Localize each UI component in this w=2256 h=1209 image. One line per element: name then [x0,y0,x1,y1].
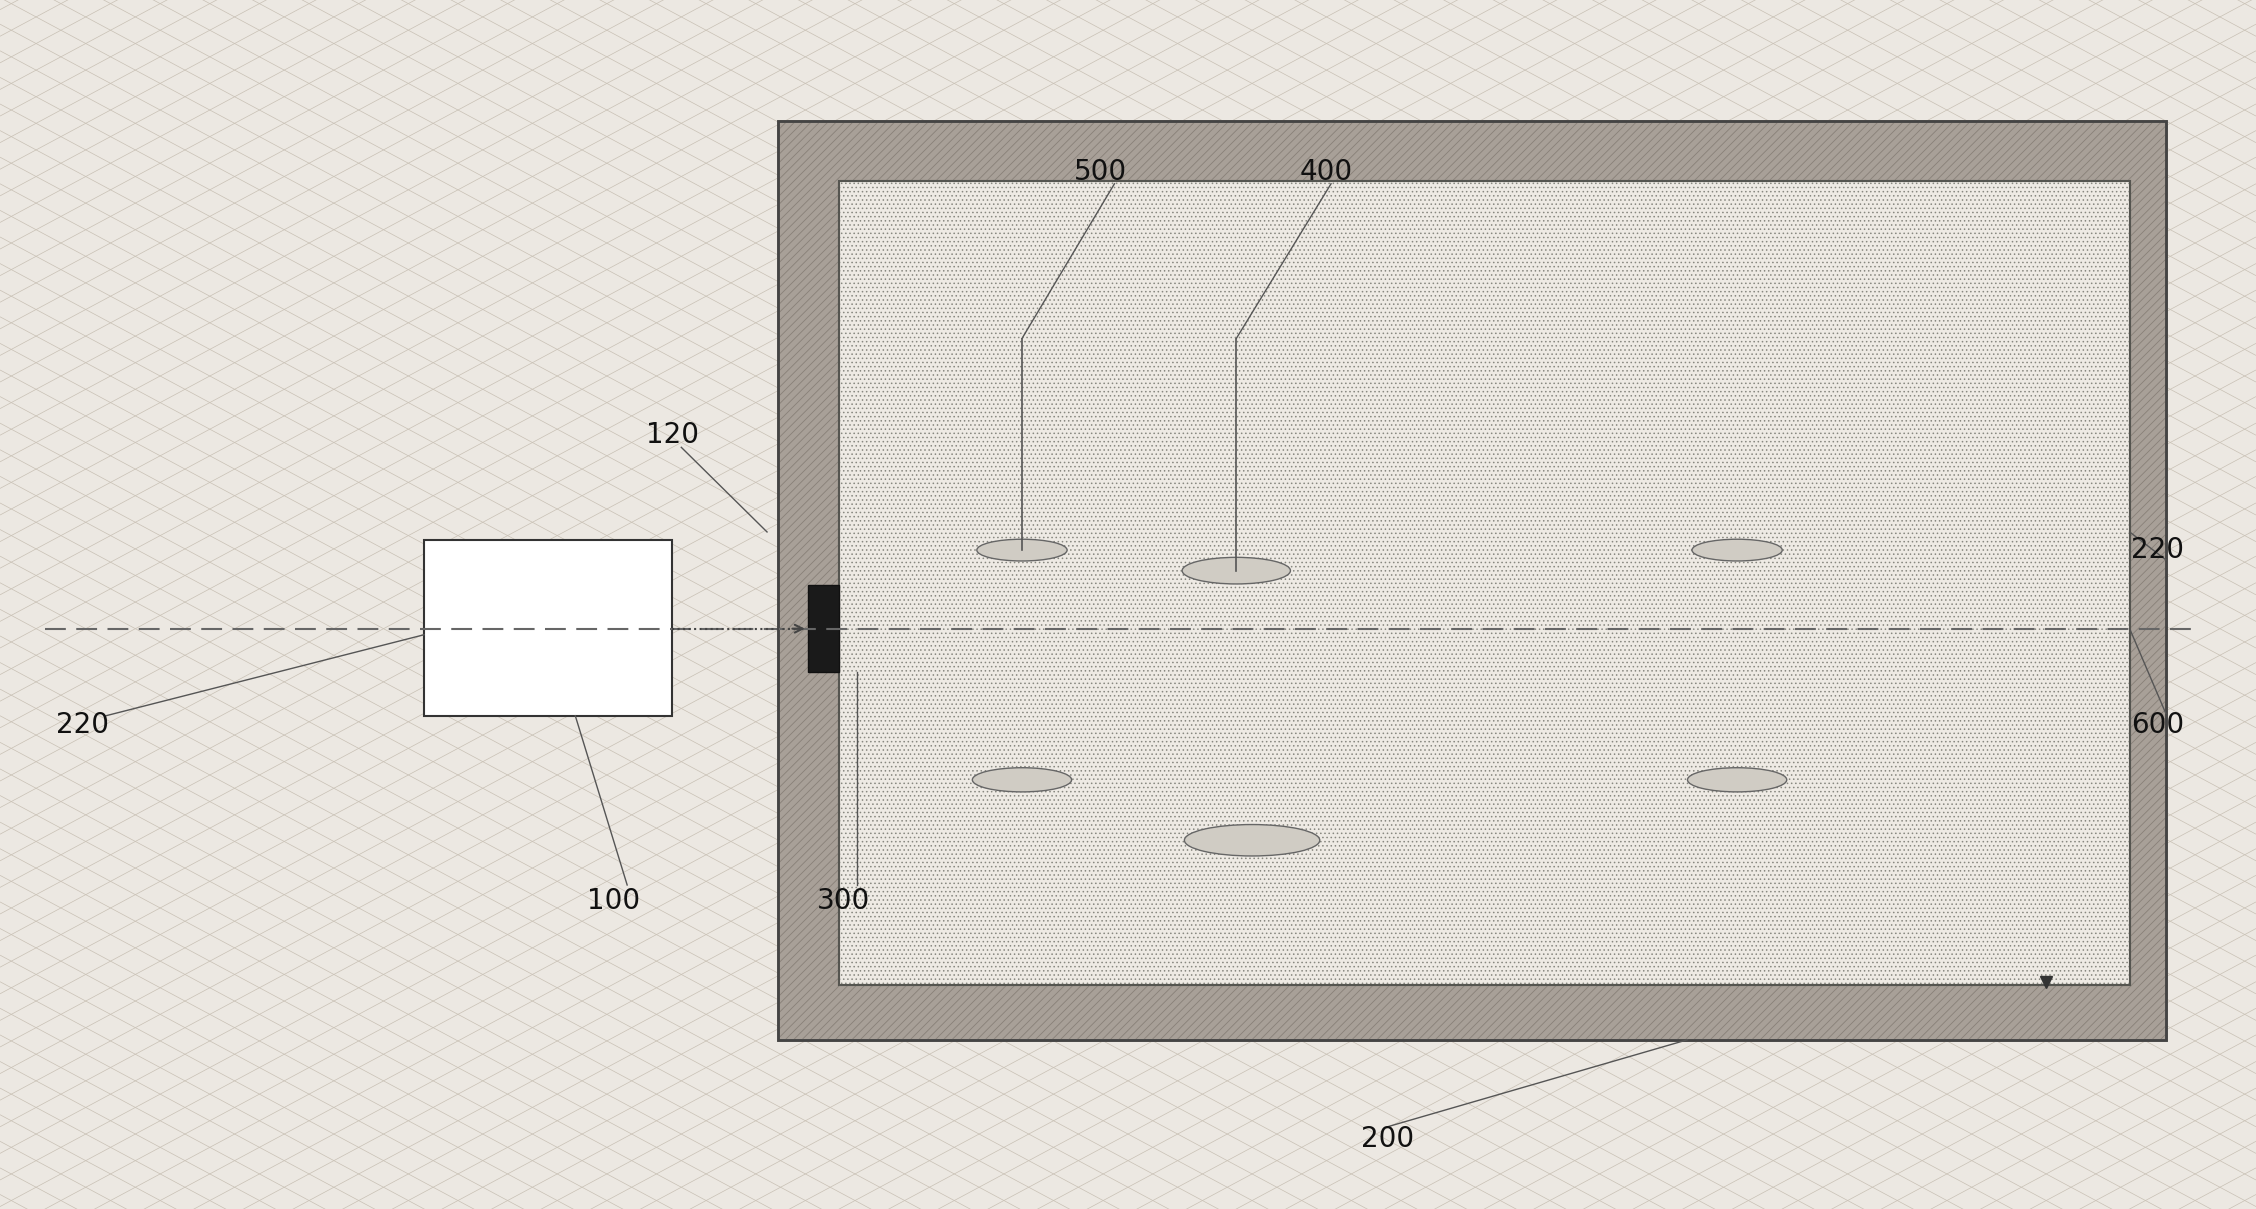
Bar [778,121,2166,1040]
Text: 220: 220 [56,711,108,740]
Ellipse shape [1687,768,1787,792]
Bar [424,540,672,716]
Ellipse shape [1182,557,1290,584]
Text: 600: 600 [2130,711,2184,740]
Text: 120: 120 [645,421,699,450]
Ellipse shape [977,539,1067,561]
Text: 400: 400 [1299,157,1354,186]
Text: 100: 100 [587,886,641,915]
Bar [839,181,2130,985]
Text: 300: 300 [817,886,871,915]
Ellipse shape [972,768,1072,792]
Bar [808,585,839,672]
Text: 200: 200 [1360,1124,1415,1153]
Text: 220: 220 [2132,536,2184,565]
Bar [778,121,2166,1040]
Text: 500: 500 [1074,157,1128,186]
Bar [839,181,2130,985]
Ellipse shape [1692,539,1782,561]
Ellipse shape [1184,825,1320,856]
